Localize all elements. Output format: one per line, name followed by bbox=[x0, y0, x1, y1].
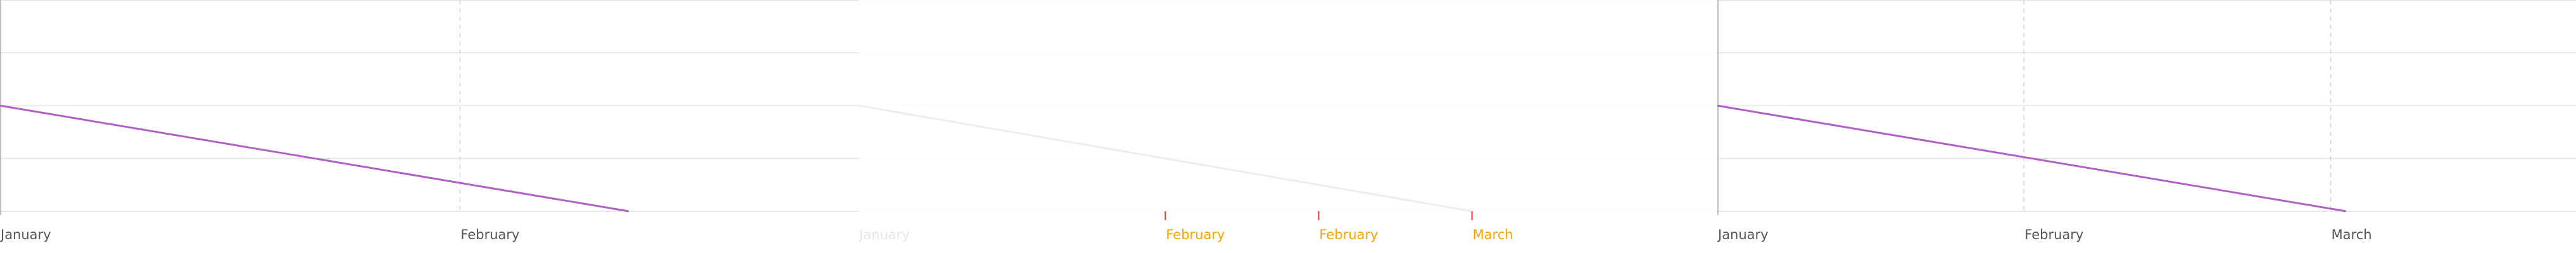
chart-3: January February March bbox=[1717, 0, 2576, 242]
x-tick-label: January bbox=[858, 227, 910, 242]
chart-1: January February bbox=[0, 0, 859, 242]
x-tick-label: February bbox=[460, 227, 519, 242]
x-tick-label: March bbox=[1473, 227, 1513, 242]
series-line-1 bbox=[0, 104, 629, 213]
x-tick-label: February bbox=[1319, 227, 1378, 242]
x-tick-label: January bbox=[1717, 227, 1769, 242]
series-line-1 bbox=[1717, 104, 2347, 213]
chart-2: January February February March bbox=[858, 0, 1717, 242]
x-tick-label: February bbox=[1166, 227, 1225, 242]
x-tick-label: January bbox=[0, 227, 51, 242]
x-tick-label: March bbox=[2332, 227, 2372, 242]
x-tick-label: February bbox=[2024, 227, 2083, 242]
series-line-1 bbox=[858, 104, 1472, 213]
